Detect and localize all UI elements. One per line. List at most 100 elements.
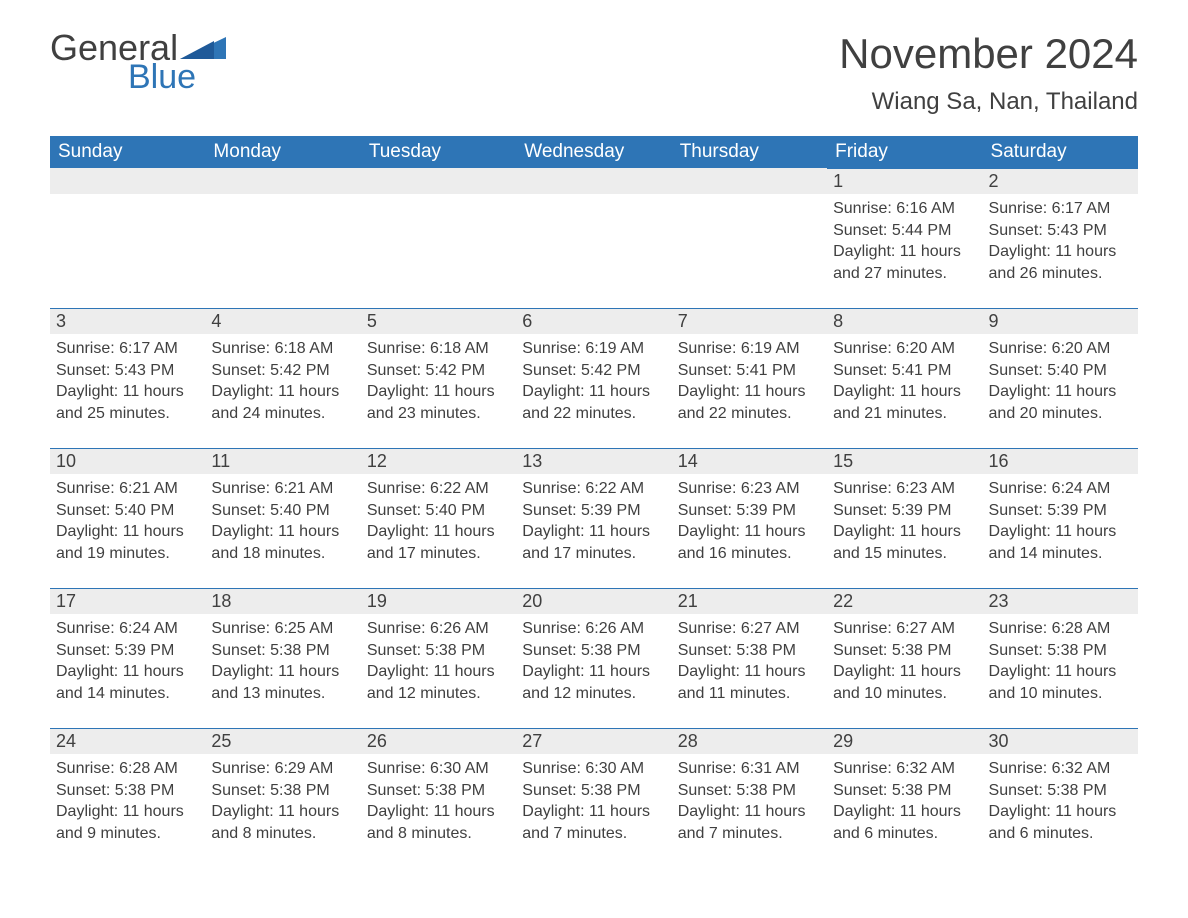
sunrise-text: Sunrise: 6:21 AM <box>56 478 199 500</box>
sunset-text: Sunset: 5:39 PM <box>989 500 1132 522</box>
sunset-text: Sunset: 5:38 PM <box>989 780 1132 802</box>
header: General Blue November 2024 Wiang Sa, Nan… <box>50 30 1138 130</box>
weekday-header: Saturday <box>983 136 1138 168</box>
day-number: 5 <box>361 308 516 334</box>
calendar-cell: 1Sunrise: 6:16 AMSunset: 5:44 PMDaylight… <box>827 168 982 308</box>
calendar-cell: 3Sunrise: 6:17 AMSunset: 5:43 PMDaylight… <box>50 308 205 448</box>
day-number: 9 <box>983 308 1138 334</box>
daylight-text: Daylight: 11 hours and 8 minutes. <box>367 801 510 844</box>
calendar-cell: 13Sunrise: 6:22 AMSunset: 5:39 PMDayligh… <box>516 448 671 588</box>
day-details: Sunrise: 6:31 AMSunset: 5:38 PMDaylight:… <box>672 754 827 850</box>
sunrise-text: Sunrise: 6:18 AM <box>211 338 354 360</box>
calendar-table: SundayMondayTuesdayWednesdayThursdayFrid… <box>50 136 1138 868</box>
daylight-text: Daylight: 11 hours and 23 minutes. <box>367 381 510 424</box>
day-details: Sunrise: 6:19 AMSunset: 5:42 PMDaylight:… <box>516 334 671 430</box>
sunset-text: Sunset: 5:43 PM <box>56 360 199 382</box>
calendar-cell: 4Sunrise: 6:18 AMSunset: 5:42 PMDaylight… <box>205 308 360 448</box>
weekday-header: Friday <box>827 136 982 168</box>
sunrise-text: Sunrise: 6:30 AM <box>367 758 510 780</box>
daylight-text: Daylight: 11 hours and 17 minutes. <box>367 521 510 564</box>
daylight-text: Daylight: 11 hours and 15 minutes. <box>833 521 976 564</box>
day-details: Sunrise: 6:30 AMSunset: 5:38 PMDaylight:… <box>361 754 516 850</box>
day-number: 7 <box>672 308 827 334</box>
day-number: 3 <box>50 308 205 334</box>
calendar-cell: 6Sunrise: 6:19 AMSunset: 5:42 PMDaylight… <box>516 308 671 448</box>
sunset-text: Sunset: 5:41 PM <box>678 360 821 382</box>
sunrise-text: Sunrise: 6:29 AM <box>211 758 354 780</box>
sunset-text: Sunset: 5:42 PM <box>522 360 665 382</box>
calendar-cell: 9Sunrise: 6:20 AMSunset: 5:40 PMDaylight… <box>983 308 1138 448</box>
daylight-text: Daylight: 11 hours and 17 minutes. <box>522 521 665 564</box>
sunrise-text: Sunrise: 6:17 AM <box>56 338 199 360</box>
sunrise-text: Sunrise: 6:24 AM <box>56 618 199 640</box>
sunset-text: Sunset: 5:38 PM <box>56 780 199 802</box>
calendar-cell: 14Sunrise: 6:23 AMSunset: 5:39 PMDayligh… <box>672 448 827 588</box>
day-number: 27 <box>516 728 671 754</box>
sunrise-text: Sunrise: 6:23 AM <box>678 478 821 500</box>
calendar-cell: 26Sunrise: 6:30 AMSunset: 5:38 PMDayligh… <box>361 728 516 868</box>
sunrise-text: Sunrise: 6:25 AM <box>211 618 354 640</box>
sunrise-text: Sunrise: 6:28 AM <box>989 618 1132 640</box>
month-title: November 2024 <box>839 30 1138 78</box>
empty-day-bar <box>361 168 516 194</box>
daylight-text: Daylight: 11 hours and 12 minutes. <box>522 661 665 704</box>
calendar-cell: 7Sunrise: 6:19 AMSunset: 5:41 PMDaylight… <box>672 308 827 448</box>
sunrise-text: Sunrise: 6:18 AM <box>367 338 510 360</box>
sunset-text: Sunset: 5:40 PM <box>989 360 1132 382</box>
day-details: Sunrise: 6:17 AMSunset: 5:43 PMDaylight:… <box>50 334 205 430</box>
sunrise-text: Sunrise: 6:17 AM <box>989 198 1132 220</box>
calendar-cell: 20Sunrise: 6:26 AMSunset: 5:38 PMDayligh… <box>516 588 671 728</box>
sunset-text: Sunset: 5:38 PM <box>522 640 665 662</box>
daylight-text: Daylight: 11 hours and 6 minutes. <box>989 801 1132 844</box>
sunset-text: Sunset: 5:40 PM <box>367 500 510 522</box>
daylight-text: Daylight: 11 hours and 14 minutes. <box>989 521 1132 564</box>
day-details: Sunrise: 6:32 AMSunset: 5:38 PMDaylight:… <box>983 754 1138 850</box>
day-number: 10 <box>50 448 205 474</box>
sunset-text: Sunset: 5:38 PM <box>367 640 510 662</box>
day-details: Sunrise: 6:24 AMSunset: 5:39 PMDaylight:… <box>983 474 1138 570</box>
calendar-week-row: 3Sunrise: 6:17 AMSunset: 5:43 PMDaylight… <box>50 308 1138 448</box>
calendar-cell: 11Sunrise: 6:21 AMSunset: 5:40 PMDayligh… <box>205 448 360 588</box>
day-details: Sunrise: 6:20 AMSunset: 5:41 PMDaylight:… <box>827 334 982 430</box>
empty-day-bar <box>672 168 827 194</box>
calendar-cell: 18Sunrise: 6:25 AMSunset: 5:38 PMDayligh… <box>205 588 360 728</box>
calendar-week-row: 17Sunrise: 6:24 AMSunset: 5:39 PMDayligh… <box>50 588 1138 728</box>
sunset-text: Sunset: 5:39 PM <box>56 640 199 662</box>
daylight-text: Daylight: 11 hours and 12 minutes. <box>367 661 510 704</box>
day-number: 18 <box>205 588 360 614</box>
sunset-text: Sunset: 5:38 PM <box>678 780 821 802</box>
calendar-cell <box>672 168 827 308</box>
sunrise-text: Sunrise: 6:20 AM <box>989 338 1132 360</box>
sunset-text: Sunset: 5:42 PM <box>367 360 510 382</box>
day-number: 25 <box>205 728 360 754</box>
calendar-cell: 25Sunrise: 6:29 AMSunset: 5:38 PMDayligh… <box>205 728 360 868</box>
day-details: Sunrise: 6:22 AMSunset: 5:40 PMDaylight:… <box>361 474 516 570</box>
sunset-text: Sunset: 5:40 PM <box>56 500 199 522</box>
daylight-text: Daylight: 11 hours and 21 minutes. <box>833 381 976 424</box>
sunrise-text: Sunrise: 6:16 AM <box>833 198 976 220</box>
calendar-cell: 12Sunrise: 6:22 AMSunset: 5:40 PMDayligh… <box>361 448 516 588</box>
day-number: 23 <box>983 588 1138 614</box>
day-number: 8 <box>827 308 982 334</box>
sunset-text: Sunset: 5:38 PM <box>211 780 354 802</box>
logo-text-blue: Blue <box>128 60 196 94</box>
sunset-text: Sunset: 5:38 PM <box>989 640 1132 662</box>
calendar-cell: 5 Sunrise: 6:18 AMSunset: 5:42 PMDaylight… <box>361 308 516 448</box>
day-number: 14 <box>672 448 827 474</box>
day-details: Sunrise: 6:32 AMSunset: 5:38 PMDaylight:… <box>827 754 982 850</box>
sunset-text: Sunset: 5:38 PM <box>678 640 821 662</box>
day-details: Sunrise: 6:22 AMSunset: 5:39 PMDaylight:… <box>516 474 671 570</box>
weekday-header: Sunday <box>50 136 205 168</box>
sunrise-text: Sunrise: 6:28 AM <box>56 758 199 780</box>
calendar-cell <box>205 168 360 308</box>
daylight-text: Daylight: 11 hours and 14 minutes. <box>56 661 199 704</box>
day-details: Sunrise: 6:25 AMSunset: 5:38 PMDaylight:… <box>205 614 360 710</box>
sunrise-text: Sunrise: 6:31 AM <box>678 758 821 780</box>
day-number: 21 <box>672 588 827 614</box>
sunset-text: Sunset: 5:42 PM <box>211 360 354 382</box>
daylight-text: Daylight: 11 hours and 22 minutes. <box>522 381 665 424</box>
calendar-cell: 24Sunrise: 6:28 AMSunset: 5:38 PMDayligh… <box>50 728 205 868</box>
day-details: Sunrise: 6:26 AMSunset: 5:38 PMDaylight:… <box>516 614 671 710</box>
daylight-text: Daylight: 11 hours and 19 minutes. <box>56 521 199 564</box>
sunrise-text: Sunrise: 6:32 AM <box>833 758 976 780</box>
